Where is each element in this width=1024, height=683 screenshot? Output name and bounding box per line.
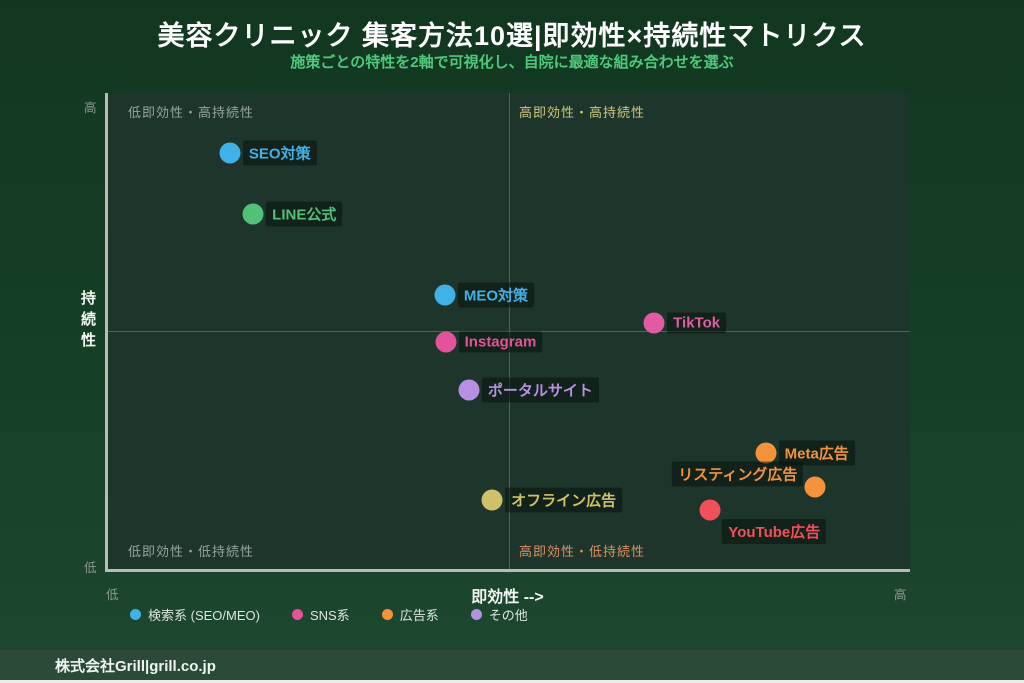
- data-point-dot-meo: [434, 284, 456, 306]
- legend-dot-icon: [291, 609, 303, 620]
- data-point-dot-meta: [755, 442, 777, 464]
- bottom-edge-strip: [0, 680, 1024, 683]
- data-point-dot-tiktok: [643, 312, 665, 334]
- quadrant-divider-horizontal: [108, 331, 910, 332]
- x-axis-tick-high: 高: [894, 588, 907, 602]
- data-point-label-youtube: YouTube広告: [722, 518, 827, 544]
- legend-dot-icon: [130, 609, 141, 620]
- scatter-plot: 低即効性・高持続性 高即効性・高持続性 低即効性・低持続性 高即効性・低持続性 …: [105, 93, 910, 572]
- quadrant-label-tl: 低即効性・高持続性: [128, 105, 255, 120]
- legend-label: 広告系: [399, 608, 439, 623]
- legend-item-3: その他: [470, 605, 528, 624]
- data-point-label-listing: リスティング広告: [672, 461, 804, 487]
- data-point-dot-line: [242, 203, 264, 225]
- x-axis-label: 即効性 -->: [471, 589, 544, 606]
- y-axis-tick-low: 低: [84, 561, 97, 575]
- legend-item-2: 広告系: [381, 605, 439, 624]
- data-point-label-seo: SEO対策: [242, 140, 317, 165]
- quadrant-divider-vertical: [509, 93, 510, 569]
- data-point-label-meo: MEO対策: [457, 282, 534, 308]
- data-point-dot-youtube: [699, 499, 721, 520]
- data-point-label-offline: オフライン広告: [505, 487, 623, 513]
- legend-dot-icon: [470, 609, 482, 620]
- legend-dot-icon: [381, 609, 393, 620]
- page-subtitle: 施策ごとの特性を2軸で可視化し、自院に最適な組み合わせを選ぶ: [290, 54, 734, 71]
- y-axis-label: 持続性: [79, 290, 96, 353]
- data-point-label-portal: ポータルサイト: [481, 377, 599, 403]
- quadrant-label-bl: 低即効性・低持続性: [128, 544, 255, 559]
- data-point-label-instagram: Instagram: [458, 331, 543, 353]
- data-point-label-line: LINE公式: [266, 201, 343, 227]
- quadrant-label-br: 高即効性・低持続性: [519, 544, 646, 559]
- page-title: 美容クリニック 集客方法10選|即効性×持続性マトリクス: [157, 21, 867, 51]
- data-point-dot-offline: [481, 489, 503, 511]
- legend-label: その他: [488, 608, 528, 623]
- legend-item-0: 検索系 (SEO/MEO): [130, 605, 260, 624]
- legend-item-1: SNS系: [291, 605, 350, 624]
- legend-label: SNS系: [309, 608, 350, 623]
- footer-bar: 株式会社Grill|grill.co.jp: [0, 650, 1024, 680]
- data-point-label-tiktok: TikTok: [667, 312, 727, 334]
- x-axis-tick-low: 低: [106, 588, 119, 602]
- y-axis-tick-high: 高: [84, 101, 97, 115]
- chart-legend: 検索系 (SEO/MEO) SNS系 広告系 その他: [130, 605, 528, 624]
- quadrant-label-tr: 高即効性・高持続性: [519, 105, 646, 120]
- data-point-dot-instagram: [435, 331, 457, 353]
- data-point-dot-portal: [458, 379, 480, 401]
- footer-brand: 株式会社Grill|grill.co.jp: [55, 657, 216, 675]
- legend-label: 検索系 (SEO/MEO): [148, 608, 260, 623]
- data-point-dot-seo: [219, 142, 241, 163]
- data-point-dot-listing: [804, 476, 826, 498]
